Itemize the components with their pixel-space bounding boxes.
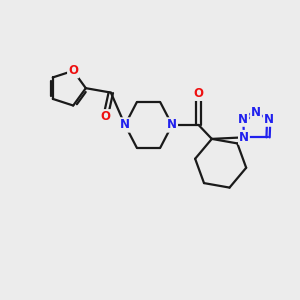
Text: O: O [100,110,110,123]
Text: N: N [239,131,249,144]
Text: N: N [167,118,177,131]
Text: O: O [194,87,204,100]
Text: N: N [120,118,130,131]
Text: O: O [100,110,110,123]
Text: N: N [264,113,274,126]
Text: O: O [68,64,78,77]
Text: N: N [167,118,177,131]
Text: N: N [120,118,130,131]
Text: N: N [251,106,261,119]
Text: O: O [68,64,78,77]
Text: O: O [194,87,204,100]
Text: N: N [238,113,248,126]
